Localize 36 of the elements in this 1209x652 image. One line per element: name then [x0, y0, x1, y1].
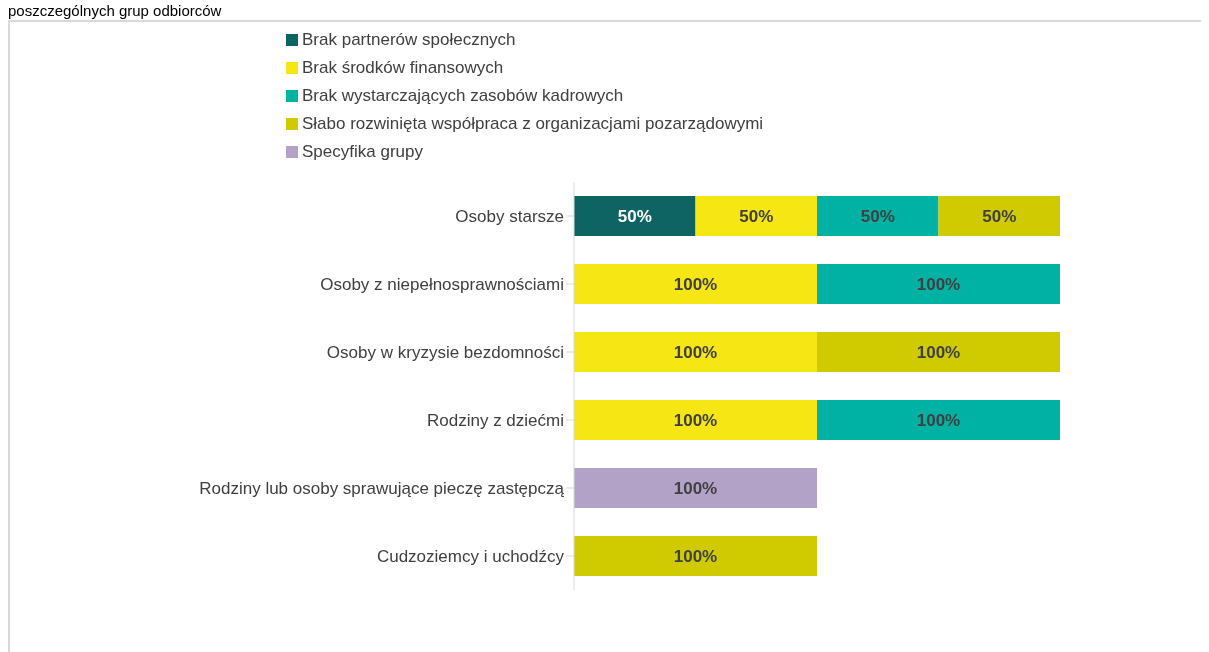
legend-label: Specyfika grupy — [302, 142, 423, 162]
y-tick-label: Osoby w kryzysie bezdomności — [326, 343, 564, 363]
legend-label: Brak partnerów społecznych — [302, 30, 516, 50]
bar — [695, 196, 817, 236]
bar — [574, 196, 696, 236]
y-tick-label: Rodziny z dziećmi — [427, 411, 564, 431]
bar — [574, 264, 817, 304]
y-tick-label: Rodziny lub osoby sprawujące pieczę zastępczą — [199, 479, 565, 499]
y-tick-label: Osoby starsze — [455, 207, 564, 227]
data-label: 100% — [673, 546, 718, 566]
data-label: 50% — [617, 206, 652, 226]
data-label: 100% — [673, 478, 718, 498]
data-label: 50% — [860, 206, 895, 226]
data-label: 100% — [673, 410, 718, 430]
data-label: 100% — [916, 342, 961, 362]
data-label: 50% — [739, 206, 774, 226]
data-label: 100% — [673, 274, 718, 294]
text: poszczególnych grup odbiorców — [8, 2, 223, 20]
y-tick-label: Cudzoziemcy i uchodźcy — [376, 547, 565, 567]
data-label: 100% — [673, 342, 718, 362]
legend-label: Słabo rozwinięta współpraca z organizacjami pozarządowymi — [302, 114, 764, 134]
bar — [817, 196, 939, 236]
data-label: 100% — [916, 274, 961, 294]
bar — [574, 536, 817, 576]
data-label: 50% — [982, 206, 1017, 226]
bar — [817, 400, 1060, 440]
bar — [817, 264, 1060, 304]
bar — [938, 196, 1060, 236]
bar — [574, 468, 817, 508]
y-tick-label: Osoby z niepełnosprawnościami — [320, 275, 564, 295]
bar — [574, 400, 817, 440]
bar — [817, 332, 1060, 372]
legend-label: Brak wystarczających zasobów kadrowych — [302, 86, 624, 106]
bar — [574, 332, 817, 372]
legend-label: Brak środków finansowych — [302, 58, 504, 78]
data-label: 100% — [916, 410, 961, 430]
